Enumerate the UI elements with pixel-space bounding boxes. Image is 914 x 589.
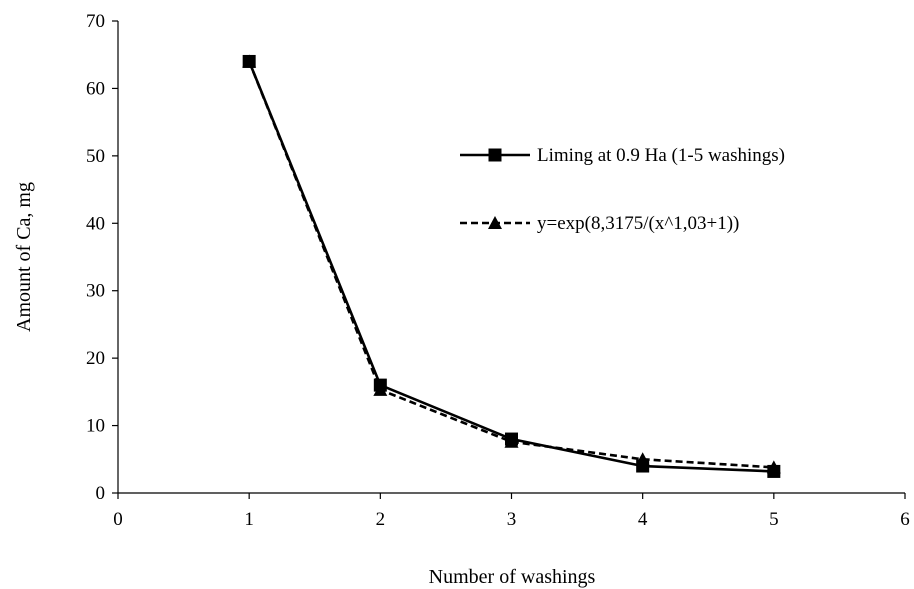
x-tick-label: 4 (638, 509, 648, 530)
y-tick-label: 20 (86, 348, 105, 369)
x-tick-label: 1 (244, 509, 254, 530)
x-tick-label: 3 (507, 509, 517, 530)
y-tick-label: 70 (86, 11, 105, 32)
series-1-point (505, 432, 518, 446)
series-1-point (636, 459, 650, 473)
series-2 (242, 54, 781, 474)
series-1-line (247, 60, 774, 473)
legend-label: y=exp(8,3175/(x^1,03+1)) (537, 213, 739, 234)
x-tick-label: 5 (769, 509, 779, 530)
x-tick-label: 0 (113, 509, 123, 530)
legend-entry-1: Liming at 0.9 Ha (1-5 washings) (460, 145, 785, 166)
y-tick-label: 0 (96, 483, 106, 504)
y-tick-label: 40 (86, 213, 105, 234)
legend-swatch-marker (488, 148, 502, 162)
y-tick-label: 50 (86, 146, 105, 167)
x-axis-title: Number of washings (429, 566, 596, 588)
series-1-point (373, 378, 387, 392)
series-1-point (767, 464, 781, 478)
legend-swatch-marker (488, 216, 502, 229)
y-tick-label: 10 (86, 416, 105, 437)
series-1 (242, 54, 781, 478)
y-axis-title: Amount of Ca, mg (13, 182, 35, 332)
series-2-line (247, 60, 774, 469)
series-1-point (242, 54, 256, 68)
x-tick-label: 6 (900, 509, 910, 530)
y-tick-label: 60 (86, 78, 105, 99)
legend: Liming at 0.9 Ha (1-5 washings) y=exp(8,3… (460, 145, 785, 234)
y-tick-label: 30 (86, 281, 105, 302)
axes: 0 10 20 30 40 50 60 70 0 1 2 3 4 5 6 (86, 11, 910, 530)
legend-label: Liming at 0.9 Ha (1-5 washings) (537, 145, 785, 166)
series-layer (242, 54, 781, 478)
legend-entry-2: y=exp(8,3175/(x^1,03+1)) (460, 213, 739, 234)
x-tick-label: 2 (376, 509, 386, 530)
